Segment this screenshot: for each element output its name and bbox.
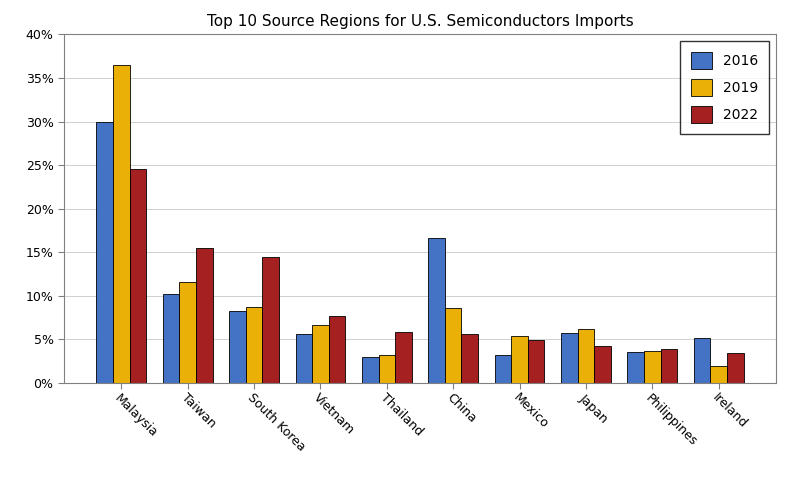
Legend: 2016, 2019, 2022: 2016, 2019, 2022: [680, 41, 769, 134]
Bar: [262, 257, 279, 383]
Bar: [710, 366, 727, 383]
Bar: [445, 308, 462, 383]
Bar: [594, 346, 611, 383]
Title: Top 10 Source Regions for U.S. Semiconductors Imports: Top 10 Source Regions for U.S. Semicondu…: [206, 14, 634, 29]
Bar: [162, 294, 179, 383]
Bar: [395, 332, 412, 383]
Bar: [694, 338, 710, 383]
Bar: [179, 282, 196, 383]
Bar: [130, 168, 146, 383]
Bar: [627, 353, 644, 383]
Bar: [462, 334, 478, 383]
Bar: [511, 336, 528, 383]
Bar: [727, 354, 744, 383]
Bar: [528, 340, 545, 383]
Bar: [428, 238, 445, 383]
Bar: [246, 307, 262, 383]
Bar: [362, 357, 378, 383]
Bar: [113, 65, 130, 383]
Bar: [661, 349, 678, 383]
Bar: [494, 355, 511, 383]
Bar: [196, 248, 213, 383]
Bar: [578, 329, 594, 383]
Bar: [378, 355, 395, 383]
Bar: [295, 334, 312, 383]
Bar: [561, 333, 578, 383]
Bar: [312, 325, 329, 383]
Bar: [644, 351, 661, 383]
Bar: [329, 316, 346, 383]
Bar: [96, 121, 113, 383]
Bar: [229, 311, 246, 383]
